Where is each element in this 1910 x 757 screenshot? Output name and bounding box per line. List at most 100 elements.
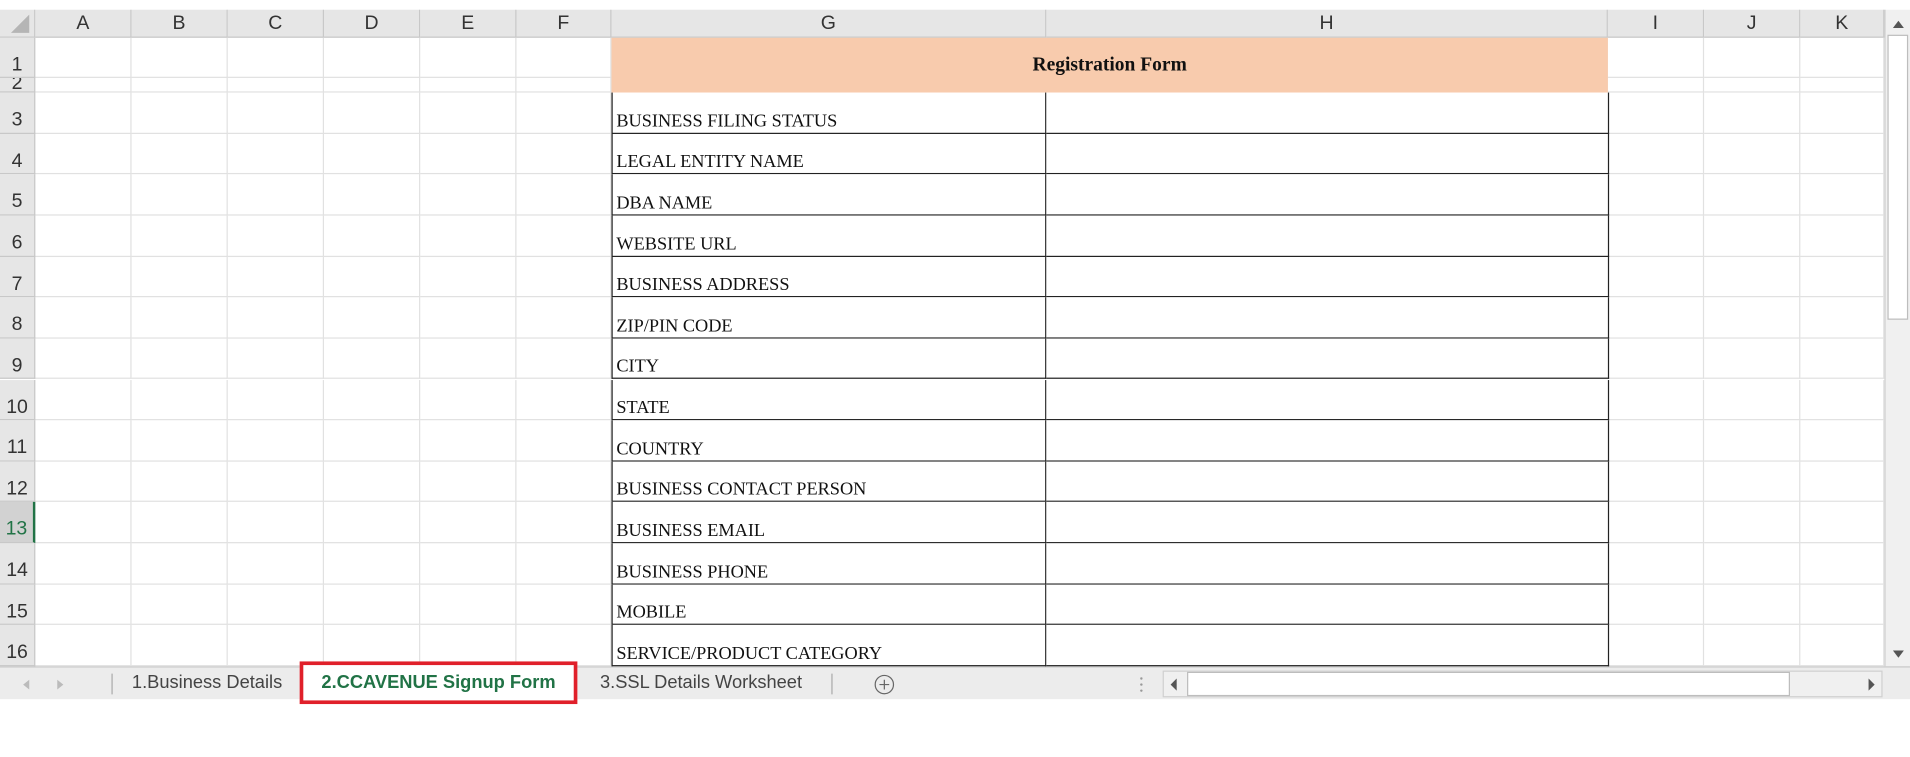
cell[interactable] bbox=[35, 297, 132, 339]
cell[interactable] bbox=[516, 461, 612, 503]
cell[interactable] bbox=[131, 461, 228, 503]
cell[interactable] bbox=[35, 379, 132, 421]
row-header[interactable]: 10 bbox=[0, 379, 36, 421]
cell[interactable] bbox=[1704, 215, 1801, 257]
cell[interactable] bbox=[227, 174, 325, 216]
cell[interactable] bbox=[131, 215, 228, 257]
cell[interactable] bbox=[227, 37, 325, 78]
cell[interactable] bbox=[131, 543, 228, 585]
cell[interactable] bbox=[1704, 37, 1801, 78]
field-input[interactable] bbox=[1046, 297, 1610, 339]
cell[interactable] bbox=[324, 338, 421, 380]
cell[interactable] bbox=[35, 92, 132, 134]
cell[interactable] bbox=[131, 297, 228, 339]
cell[interactable] bbox=[1800, 215, 1885, 257]
cell[interactable] bbox=[227, 92, 325, 134]
cell[interactable] bbox=[324, 174, 421, 216]
cell[interactable] bbox=[131, 77, 228, 93]
row-header[interactable]: 2 bbox=[0, 77, 36, 93]
cell[interactable] bbox=[1607, 543, 1705, 585]
sheet-tab[interactable]: 1.Business Details bbox=[131, 672, 283, 694]
row-header[interactable]: 9 bbox=[0, 338, 36, 380]
field-input[interactable] bbox=[1046, 379, 1610, 421]
cell[interactable] bbox=[227, 625, 325, 667]
cell[interactable] bbox=[227, 420, 325, 462]
row-header[interactable]: 14 bbox=[0, 543, 36, 585]
field-input[interactable] bbox=[1046, 92, 1610, 134]
cell[interactable] bbox=[131, 256, 228, 298]
field-input[interactable] bbox=[1046, 215, 1610, 257]
column-header[interactable]: K bbox=[1800, 9, 1885, 38]
cell[interactable] bbox=[516, 77, 612, 93]
cell[interactable] bbox=[516, 502, 612, 544]
cell[interactable] bbox=[420, 174, 517, 216]
cell[interactable] bbox=[131, 338, 228, 380]
cell[interactable] bbox=[1800, 625, 1885, 667]
cell[interactable] bbox=[516, 297, 612, 339]
field-input[interactable] bbox=[1046, 584, 1610, 626]
cell[interactable] bbox=[420, 338, 517, 380]
cell[interactable] bbox=[1800, 379, 1885, 421]
field-input[interactable] bbox=[1046, 420, 1610, 462]
cell[interactable] bbox=[1800, 502, 1885, 544]
cell[interactable] bbox=[1800, 92, 1885, 134]
field-input[interactable] bbox=[1046, 502, 1610, 544]
cell[interactable] bbox=[324, 37, 421, 78]
cell[interactable] bbox=[324, 92, 421, 134]
cell[interactable] bbox=[420, 461, 517, 503]
cell[interactable] bbox=[420, 37, 517, 78]
cell[interactable] bbox=[1704, 502, 1801, 544]
column-header[interactable]: H bbox=[1046, 9, 1608, 38]
cell[interactable] bbox=[131, 625, 228, 667]
cell[interactable] bbox=[1704, 543, 1801, 585]
cell[interactable] bbox=[516, 543, 612, 585]
cell[interactable] bbox=[131, 37, 228, 78]
cell[interactable] bbox=[227, 461, 325, 503]
sheet-tab[interactable]: 2.CCAVENUE Signup Form bbox=[299, 661, 578, 705]
cell[interactable] bbox=[1704, 584, 1801, 626]
cell[interactable] bbox=[1800, 174, 1885, 216]
cell[interactable] bbox=[1800, 543, 1885, 585]
cell[interactable] bbox=[1607, 461, 1705, 503]
cell[interactable] bbox=[324, 215, 421, 257]
cell[interactable] bbox=[1607, 37, 1705, 78]
cell[interactable] bbox=[324, 133, 421, 175]
cell[interactable] bbox=[516, 256, 612, 298]
cell[interactable] bbox=[1607, 297, 1705, 339]
cell[interactable] bbox=[1607, 379, 1705, 421]
cell[interactable] bbox=[420, 77, 517, 93]
cell[interactable] bbox=[1800, 420, 1885, 462]
cell[interactable] bbox=[35, 461, 132, 503]
cell[interactable] bbox=[1800, 297, 1885, 339]
cell[interactable] bbox=[324, 461, 421, 503]
cell[interactable] bbox=[35, 215, 132, 257]
cell[interactable] bbox=[1607, 420, 1705, 462]
field-input[interactable] bbox=[1046, 625, 1610, 667]
cell[interactable] bbox=[1607, 133, 1705, 175]
cell[interactable] bbox=[420, 256, 517, 298]
column-header[interactable]: C bbox=[227, 9, 325, 38]
column-header[interactable]: G bbox=[611, 9, 1047, 38]
cell[interactable] bbox=[227, 502, 325, 544]
cell[interactable] bbox=[1704, 174, 1801, 216]
row-header[interactable]: 11 bbox=[0, 420, 36, 462]
row-header[interactable]: 15 bbox=[0, 584, 36, 626]
cell[interactable] bbox=[1704, 379, 1801, 421]
cell[interactable] bbox=[227, 256, 325, 298]
cell[interactable] bbox=[1800, 584, 1885, 626]
sheet-tab[interactable]: 3.SSL Details Worksheet bbox=[599, 672, 803, 694]
cell[interactable] bbox=[516, 584, 612, 626]
cell[interactable] bbox=[227, 584, 325, 626]
cell[interactable] bbox=[1704, 77, 1801, 93]
cell[interactable] bbox=[35, 37, 132, 78]
cell[interactable] bbox=[1607, 584, 1705, 626]
cell[interactable] bbox=[324, 584, 421, 626]
cell[interactable] bbox=[35, 174, 132, 216]
cell[interactable] bbox=[1704, 338, 1801, 380]
cell[interactable] bbox=[516, 174, 612, 216]
cell[interactable] bbox=[420, 297, 517, 339]
column-header[interactable]: E bbox=[420, 9, 517, 38]
cell[interactable] bbox=[420, 215, 517, 257]
cell[interactable] bbox=[1800, 133, 1885, 175]
cell[interactable] bbox=[1704, 133, 1801, 175]
